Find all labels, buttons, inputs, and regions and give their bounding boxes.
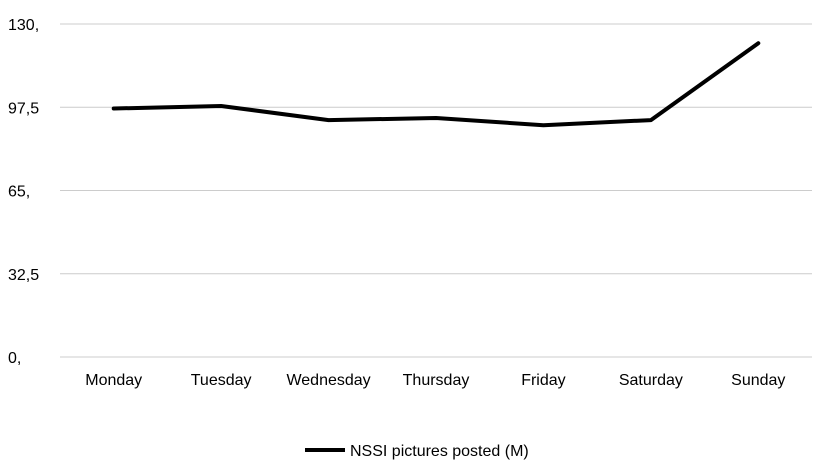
series-lines <box>111 41 761 128</box>
x-axis-tick-labels: Monday Tuesday Wednesday Thursday Friday Satu… <box>85 372 785 389</box>
legend-label: NSSI pictures posted (M) <box>350 443 529 460</box>
x-tick-label: Saturday <box>619 372 683 389</box>
x-tick-label: Wednesday <box>286 372 370 389</box>
x-tick-label: Friday <box>521 372 565 389</box>
y-tick-label: 65, <box>8 184 30 201</box>
x-tick-label: Monday <box>85 372 142 389</box>
y-tick-label: 32,5 <box>8 267 39 284</box>
y-tick-label: 0, <box>8 350 21 367</box>
gridlines <box>60 23 812 358</box>
y-tick-label: 130, <box>8 17 39 34</box>
legend: NSSI pictures posted (M) <box>305 443 529 460</box>
x-tick-label: Thursday <box>403 372 470 389</box>
series-line <box>111 41 761 128</box>
x-tick-label: Sunday <box>731 372 785 389</box>
y-axis-tick-labels: 0, 32,5 65, 97,5 130, <box>8 17 39 367</box>
x-tick-label: Tuesday <box>191 372 252 389</box>
y-tick-label: 97,5 <box>8 100 39 117</box>
